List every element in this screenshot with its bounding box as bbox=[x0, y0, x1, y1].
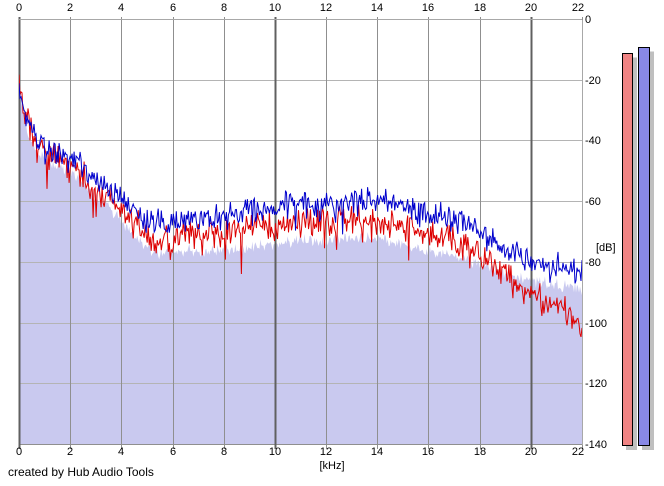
blue-trace-line bbox=[19, 83, 582, 284]
red-trace-line bbox=[19, 74, 582, 338]
level-meter-pink bbox=[622, 53, 633, 446]
spectrum-fill-area bbox=[19, 91, 582, 445]
level-meter-blue bbox=[638, 47, 650, 446]
credit-text: created by Hub Audio Tools bbox=[8, 465, 154, 479]
